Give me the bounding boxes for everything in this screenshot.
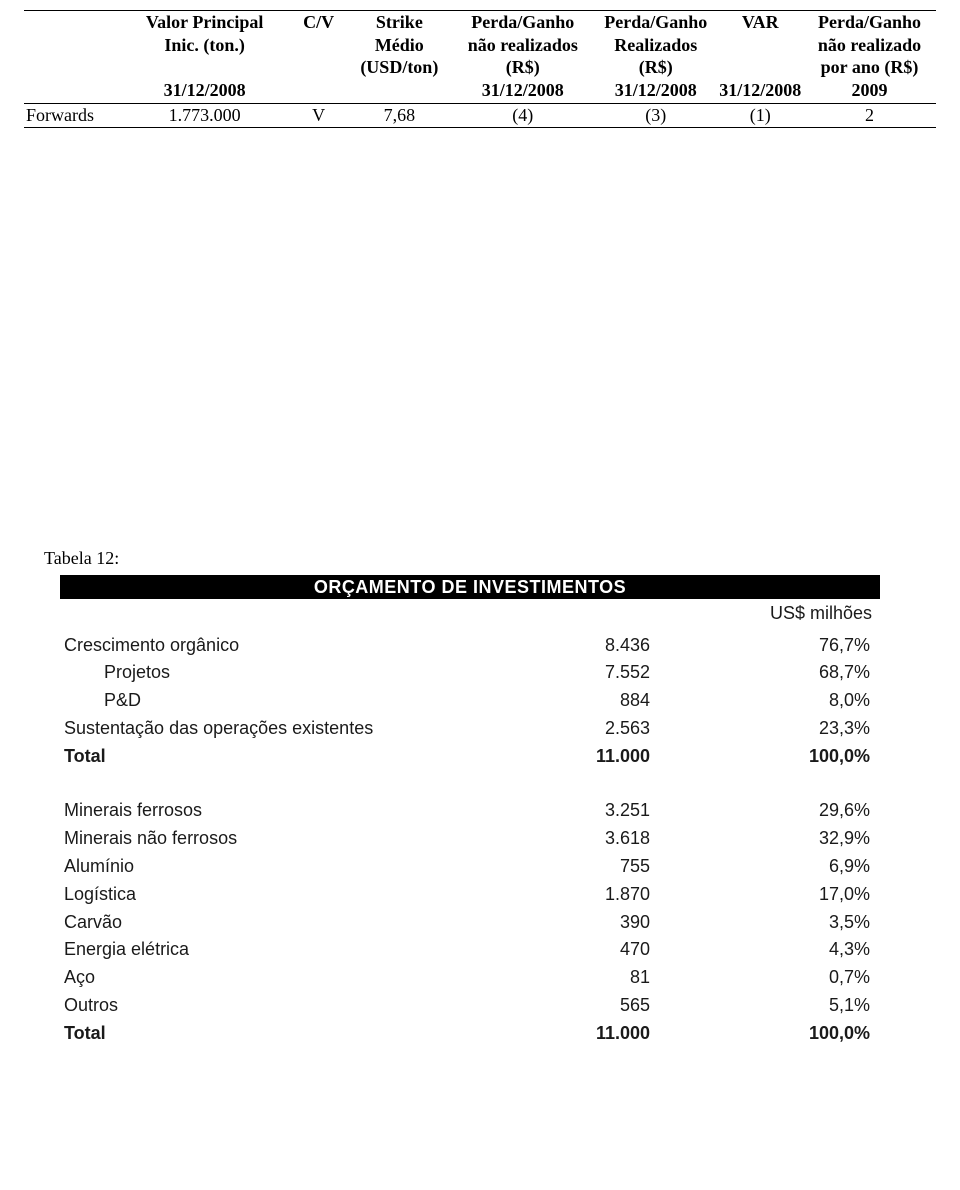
hdr-pg-real-l1: Perda/Ganho bbox=[594, 11, 717, 34]
tabela12-label: Sustentação das operações existentes bbox=[60, 715, 490, 743]
tabela12: ORÇAMENTO DE INVESTIMENTOS US$ milhões C… bbox=[60, 575, 880, 1048]
hdr-strike-l2: Médio bbox=[347, 34, 451, 57]
tabela12-value: 884 bbox=[490, 687, 690, 715]
hdr-strike-l1: Strike bbox=[347, 11, 451, 34]
tabela12-label: Aço bbox=[60, 964, 490, 992]
cell-pg2: (3) bbox=[594, 104, 717, 127]
tabela12-percent: 76,7% bbox=[690, 632, 880, 660]
tabela12-row: Logística1.87017,0% bbox=[60, 881, 880, 909]
top-table-header: Valor Principal Inic. (ton.) C/V Strike … bbox=[24, 11, 936, 79]
hdr-pg-ano-l3: por ano (R$) bbox=[803, 56, 936, 79]
hdr-pg-real-l3: (R$) bbox=[594, 56, 717, 79]
cell-var: (1) bbox=[718, 104, 803, 127]
tabela12-label: Projetos bbox=[60, 659, 490, 687]
top-table-dates: 31/12/2008 31/12/2008 31/12/2008 31/12/2… bbox=[24, 79, 936, 105]
tabela12-percent: 3,5% bbox=[690, 909, 880, 937]
date-pg3: 2009 bbox=[803, 79, 936, 102]
tabela12-row: Total11.000100,0% bbox=[60, 1020, 880, 1048]
tabela12-row: Carvão3903,5% bbox=[60, 909, 880, 937]
tabela12-percent: 100,0% bbox=[690, 743, 880, 771]
tabela12-label: Logística bbox=[60, 881, 490, 909]
date-princ: 31/12/2008 bbox=[119, 79, 290, 102]
tabela12-percent: 29,6% bbox=[690, 797, 880, 825]
tabela12-percent: 32,9% bbox=[690, 825, 880, 853]
tabela12-row: Crescimento orgânico8.43676,7% bbox=[60, 632, 880, 660]
tabela12-percent: 8,0% bbox=[690, 687, 880, 715]
cell-princ: 1.773.000 bbox=[119, 104, 290, 127]
tabela12-label: Carvão bbox=[60, 909, 490, 937]
hdr-cv: C/V bbox=[290, 11, 347, 34]
tabela12-row: Outros5655,1% bbox=[60, 992, 880, 1020]
tabela12-value: 565 bbox=[490, 992, 690, 1020]
tabela12-percent: 0,7% bbox=[690, 964, 880, 992]
tabela12-section2: Minerais ferrosos3.25129,6%Minerais não … bbox=[60, 797, 880, 1048]
tabela12-percent: 4,3% bbox=[690, 936, 880, 964]
tabela12-value: 8.436 bbox=[490, 632, 690, 660]
date-pg2: 31/12/2008 bbox=[594, 79, 717, 102]
tabela12-row: Minerais não ferrosos3.61832,9% bbox=[60, 825, 880, 853]
tabela12-row: Minerais ferrosos3.25129,6% bbox=[60, 797, 880, 825]
tabela12-label: Total bbox=[60, 743, 490, 771]
tabela12-percent: 100,0% bbox=[690, 1020, 880, 1048]
hdr-strike-l3: (USD/ton) bbox=[347, 56, 451, 79]
tabela12-row: P&D8848,0% bbox=[60, 687, 880, 715]
tabela12-percent: 5,1% bbox=[690, 992, 880, 1020]
tabela12-row: Aço810,7% bbox=[60, 964, 880, 992]
hdr-valor-principal-l2: Inic. (ton.) bbox=[119, 34, 290, 57]
tabela12-value: 755 bbox=[490, 853, 690, 881]
tabela12-value: 3.618 bbox=[490, 825, 690, 853]
tabela12-value: 7.552 bbox=[490, 659, 690, 687]
tabela12-label: Crescimento orgânico bbox=[60, 632, 490, 660]
tabela12-unit: US$ milhões bbox=[60, 599, 880, 626]
tabela12-label: Minerais ferrosos bbox=[60, 797, 490, 825]
cell-strike: 7,68 bbox=[347, 104, 451, 127]
tabela12-value: 2.563 bbox=[490, 715, 690, 743]
tabela12-row: Sustentação das operações existentes2.56… bbox=[60, 715, 880, 743]
tabela12-value: 390 bbox=[490, 909, 690, 937]
cell-label: Forwards bbox=[24, 104, 119, 127]
tabela12-title: ORÇAMENTO DE INVESTIMENTOS bbox=[60, 575, 880, 599]
hdr-var: VAR bbox=[718, 11, 803, 34]
hdr-pg-nao-real-l1: Perda/Ganho bbox=[452, 11, 594, 34]
tabela12-percent: 6,9% bbox=[690, 853, 880, 881]
hdr-pg-real-l2: Realizados bbox=[594, 34, 717, 57]
tabela12-value: 11.000 bbox=[490, 743, 690, 771]
hdr-pg-nao-real-l2: não realizados bbox=[452, 34, 594, 57]
top-table: Valor Principal Inic. (ton.) C/V Strike … bbox=[24, 10, 936, 128]
tabela12-value: 470 bbox=[490, 936, 690, 964]
tabela12-value: 3.251 bbox=[490, 797, 690, 825]
tabela12-section1: Crescimento orgânico8.43676,7%Projetos7.… bbox=[60, 632, 880, 771]
tabela12-value: 1.870 bbox=[490, 881, 690, 909]
tabela12-value: 81 bbox=[490, 964, 690, 992]
date-var: 31/12/2008 bbox=[718, 79, 803, 102]
hdr-pg-ano-l2: não realizado bbox=[803, 34, 936, 57]
tabela12-row: Energia elétrica4704,3% bbox=[60, 936, 880, 964]
tabela12-label: Total bbox=[60, 1020, 490, 1048]
tabela12-row: Projetos7.55268,7% bbox=[60, 659, 880, 687]
date-pg1: 31/12/2008 bbox=[452, 79, 594, 102]
cell-cv: V bbox=[290, 104, 347, 127]
hdr-pg-ano-l1: Perda/Ganho bbox=[803, 11, 936, 34]
tabela12-label: Minerais não ferrosos bbox=[60, 825, 490, 853]
tabela12-percent: 68,7% bbox=[690, 659, 880, 687]
table-row: Forwards 1.773.000 V 7,68 (4) (3) (1) 2 bbox=[24, 104, 936, 127]
tabela12-caption: Tabela 12: bbox=[44, 548, 936, 569]
tabela12-label: Alumínio bbox=[60, 853, 490, 881]
tabela12-row: Alumínio7556,9% bbox=[60, 853, 880, 881]
tabela12-percent: 23,3% bbox=[690, 715, 880, 743]
hdr-valor-principal-l1: Valor Principal bbox=[119, 11, 290, 34]
hdr-pg-nao-real-l3: (R$) bbox=[452, 56, 594, 79]
cell-pg1: (4) bbox=[452, 104, 594, 127]
tabela12-row: Total11.000100,0% bbox=[60, 743, 880, 771]
cell-pg3: 2 bbox=[803, 104, 936, 127]
tabela12-label: Outros bbox=[60, 992, 490, 1020]
tabela12-value: 11.000 bbox=[490, 1020, 690, 1048]
tabela12-percent: 17,0% bbox=[690, 881, 880, 909]
tabela12-label: Energia elétrica bbox=[60, 936, 490, 964]
tabela12-label: P&D bbox=[60, 687, 490, 715]
